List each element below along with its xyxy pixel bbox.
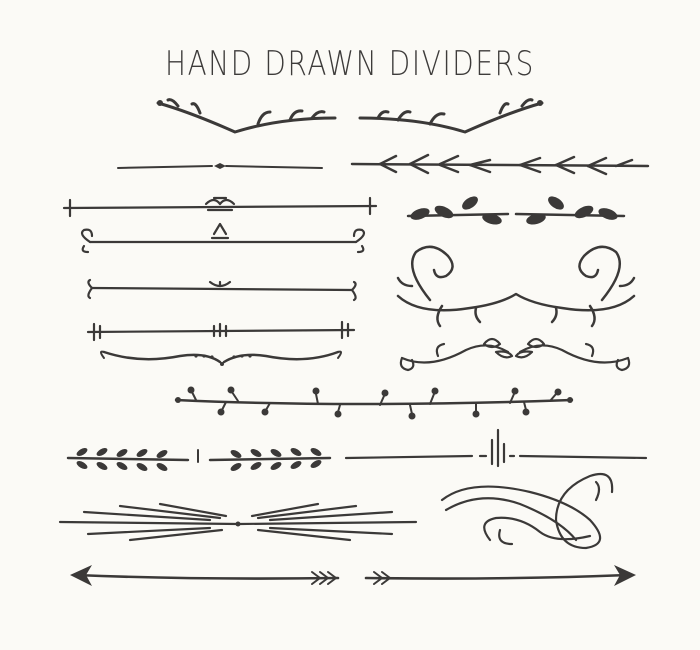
curl-end-divider [80, 222, 366, 254]
swoosh-divider-left [156, 98, 337, 134]
tick-divider [86, 320, 356, 342]
bar-end-divider [62, 196, 378, 218]
petal-flourish-divider [399, 337, 631, 372]
ray-divider [58, 502, 418, 542]
leaf-branch-divider [406, 196, 626, 225]
swoosh-divider-right [358, 98, 544, 134]
arrow-divider [70, 565, 636, 586]
center-tick-divider [344, 428, 648, 468]
berry-branch-divider [174, 386, 574, 420]
sheet-title: HAND DRAWN DIVIDERS [164, 44, 536, 84]
fern-divider [66, 448, 332, 471]
thin-line-divider [117, 163, 323, 169]
branch-divider [350, 153, 650, 176]
curl-vine-divider [396, 245, 636, 328]
dotted-swash-divider [100, 350, 342, 366]
drop-divider [87, 278, 357, 302]
infinity-loop-divider [440, 472, 614, 550]
